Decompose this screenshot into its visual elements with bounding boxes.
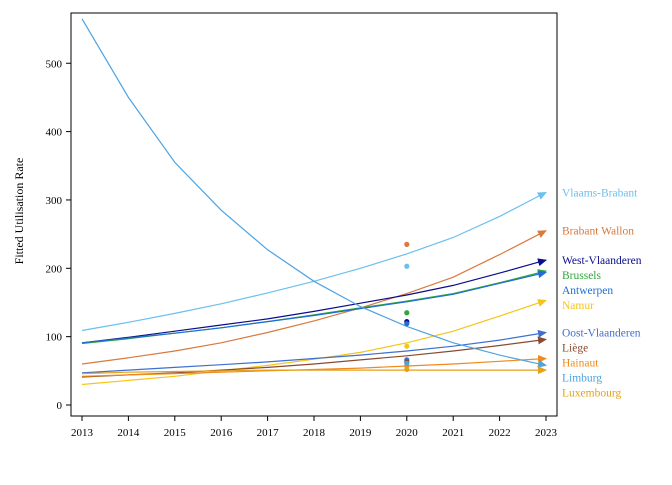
y-tick-label: 200 — [46, 263, 63, 275]
data-point-2020 — [404, 310, 410, 316]
series-line — [81, 299, 547, 386]
data-point-2020 — [404, 263, 410, 269]
series-label: Brabant Wallon — [562, 226, 634, 238]
series-label: Vlaams-Brabant — [562, 187, 638, 199]
series-layer — [81, 18, 547, 386]
series-line — [81, 329, 547, 374]
series-line — [81, 230, 547, 365]
x-tick-label: 2018 — [303, 427, 326, 439]
series-label: Oost-Vlaanderen — [562, 328, 641, 340]
series-label: Antwerpen — [562, 285, 613, 297]
series-label: Namur — [562, 300, 594, 312]
x-tick-label: 2013 — [71, 427, 94, 439]
x-tick-label: 2016 — [210, 427, 233, 439]
y-tick-label: 400 — [46, 127, 63, 139]
series-line — [81, 366, 547, 375]
series-line — [81, 191, 547, 332]
y-axis: 0 100 200 300 400 500 — [46, 58, 71, 412]
series-line — [81, 270, 547, 344]
y-tick-label: 500 — [46, 58, 63, 70]
series-label: Liège — [562, 343, 588, 355]
data-point-2020 — [404, 321, 410, 327]
y-tick-label: 0 — [57, 400, 63, 412]
points-2020-layer — [404, 241, 410, 373]
x-tick-label: 2019 — [349, 427, 372, 439]
series-label: Hainaut — [562, 358, 599, 370]
data-point-2020 — [404, 241, 410, 247]
x-tick-label: 2014 — [117, 427, 140, 439]
data-point-2020 — [404, 360, 410, 366]
y-tick-label: 100 — [46, 332, 63, 344]
y-axis-title: Fitted Utilisation Rate — [12, 158, 26, 265]
x-tick-label: 2015 — [164, 427, 187, 439]
series-line — [81, 18, 547, 368]
x-tick-label: 2022 — [489, 427, 511, 439]
x-tick-label: 2021 — [442, 427, 464, 439]
series-line — [81, 258, 547, 344]
y-tick-label: 300 — [46, 195, 63, 207]
series-label: Luxembourg — [562, 388, 621, 400]
series-label: Brussels — [562, 270, 602, 282]
x-tick-label: 2020 — [396, 427, 419, 439]
x-axis: 2013 2014 2015 2016 2017 2018 2019 2020 2021 2022… — [71, 416, 558, 439]
series-label: West-Vlaanderen — [562, 255, 642, 267]
data-point-2020 — [404, 366, 410, 373]
series-labels: Vlaams-Brabant Brabant Wallon West-Vlaande… — [562, 187, 642, 399]
x-tick-label: 2023 — [535, 427, 558, 439]
series-label: Limburg — [562, 373, 602, 385]
x-tick-label: 2017 — [257, 427, 280, 439]
data-point-2020 — [404, 343, 410, 349]
